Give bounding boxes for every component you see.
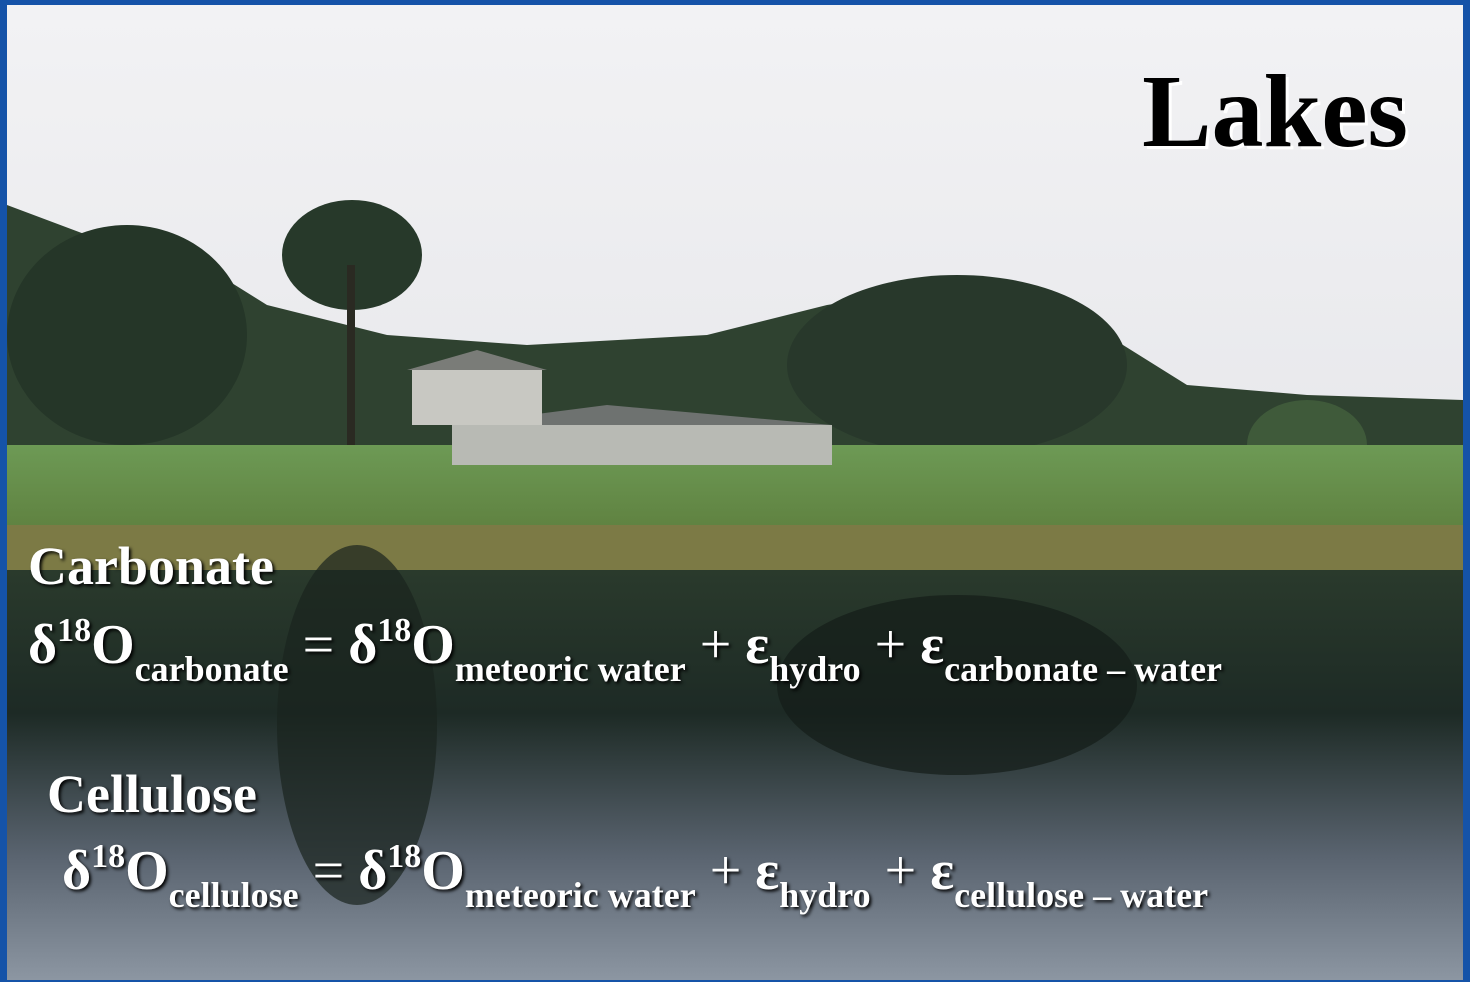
equation: δ18Ocarbonate=δ18Ometeoric water+εhydro+…: [28, 612, 1222, 690]
equation-main: δ: [348, 614, 377, 676]
equation-main: δ: [358, 840, 387, 902]
slide-title: Lakes: [1142, 52, 1408, 171]
equation-main: O: [125, 840, 169, 902]
equation-op: +: [700, 614, 732, 676]
equation-sub: cellulose – water: [954, 875, 1208, 915]
section-heading: Cellulose: [47, 763, 257, 825]
equation-main: δ: [28, 614, 57, 676]
equation-op: +: [885, 840, 917, 902]
equation-main: ε: [930, 840, 954, 902]
equation-sup: 18: [91, 838, 125, 875]
equation-main: O: [411, 614, 455, 676]
equation-sub: meteoric water: [465, 875, 696, 915]
equation-main: O: [421, 840, 465, 902]
equation-sup: 18: [57, 612, 91, 649]
equation-sub: cellulose: [169, 875, 299, 915]
equation-op: =: [313, 840, 345, 902]
section-heading: Carbonate: [28, 535, 274, 597]
equation-sub: hydro: [779, 875, 870, 915]
equation-sup: 18: [377, 612, 411, 649]
equation-main: ε: [745, 614, 769, 676]
slide: Lakes Carbonateδ18Ocarbonate=δ18Ometeori…: [0, 0, 1470, 982]
equation-op: =: [303, 614, 335, 676]
equation-main: ε: [755, 840, 779, 902]
equation-main: O: [91, 614, 135, 676]
equation-op: +: [710, 840, 742, 902]
equation-sub: carbonate – water: [944, 649, 1222, 689]
equation-sub: hydro: [769, 649, 860, 689]
equation: δ18Ocellulose=δ18Ometeoric water+εhydro+…: [62, 838, 1208, 916]
equation-sup: 18: [387, 838, 421, 875]
equation-main: δ: [62, 840, 91, 902]
equation-op: +: [875, 614, 907, 676]
equation-sub: meteoric water: [455, 649, 686, 689]
equation-main: ε: [920, 614, 944, 676]
equation-sub: carbonate: [135, 649, 289, 689]
